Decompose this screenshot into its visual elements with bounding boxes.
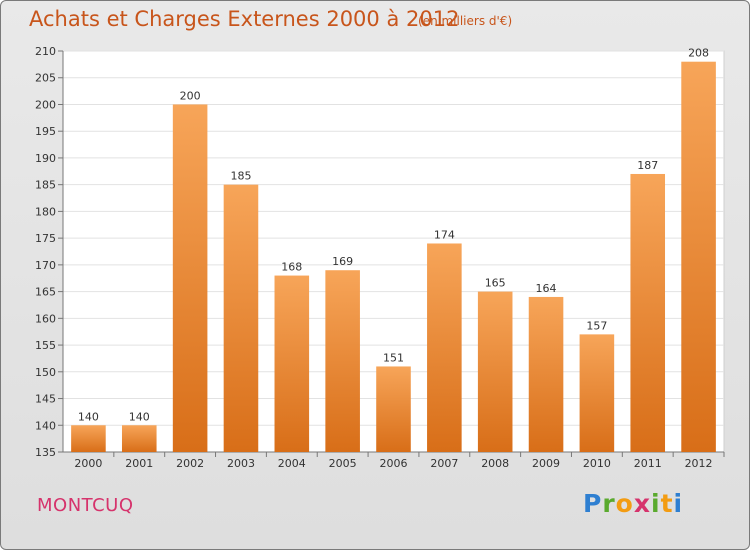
y-tick-label: 195 [35, 125, 56, 138]
data-label-2005: 169 [332, 255, 353, 268]
logo-letter: o [615, 489, 634, 518]
y-tick-label: 160 [35, 312, 56, 325]
x-tick-label: 2011 [634, 457, 662, 470]
y-tick-label: 205 [35, 72, 56, 85]
data-label-2009: 164 [536, 282, 557, 295]
x-tick-label: 2012 [685, 457, 713, 470]
logo-letter: i [673, 489, 684, 518]
x-tick-label: 2004 [278, 457, 306, 470]
logo-letter: P [583, 489, 603, 518]
bar-2011 [630, 173, 666, 452]
chart-title: Achats et Charges Externes 2000 à 2012 [29, 7, 460, 31]
x-tick-label: 2002 [176, 457, 204, 470]
bar-2006 [376, 366, 411, 452]
x-tick-label: 2000 [74, 457, 102, 470]
bar-2000 [71, 425, 106, 452]
bar-2004 [274, 275, 310, 452]
x-tick-label: 2007 [430, 457, 458, 470]
data-label-2000: 140 [78, 410, 99, 423]
y-tick-label: 170 [35, 259, 56, 272]
data-label-2011: 187 [637, 159, 658, 172]
bar-2005 [325, 270, 360, 452]
logo-letter: r [602, 489, 616, 518]
y-tick-label: 140 [35, 419, 56, 432]
y-tick-label: 210 [35, 45, 56, 58]
y-tick-label: 155 [35, 339, 56, 352]
bar-2010 [579, 334, 615, 452]
x-tick-label: 2005 [329, 457, 357, 470]
x-tick-label: 2010 [583, 457, 611, 470]
commune-name: MONTCUQ [37, 495, 134, 516]
y-tick-label: 175 [35, 232, 56, 245]
bar-2003 [223, 184, 259, 452]
data-label-2012: 208 [688, 47, 709, 60]
y-tick-label: 190 [35, 152, 56, 165]
y-tick-label: 200 [35, 98, 56, 111]
data-label-2001: 140 [129, 410, 150, 423]
x-tick-label: 2009 [532, 457, 560, 470]
logo-letter: i [651, 489, 661, 518]
data-label-2006: 151 [383, 351, 404, 364]
bar-2008 [477, 291, 513, 452]
y-tick-label: 180 [35, 205, 56, 218]
data-label-2004: 168 [281, 261, 302, 274]
chart-subtitle: (en milliers d'€) [418, 14, 513, 28]
x-tick-label: 2008 [481, 457, 509, 470]
data-label-2008: 165 [485, 277, 506, 290]
data-label-2007: 174 [434, 228, 455, 241]
data-label-2003: 185 [230, 170, 251, 183]
y-tick-label: 185 [35, 179, 56, 192]
y-tick-label: 150 [35, 366, 56, 379]
bar-2012 [681, 61, 716, 453]
bar-2002 [172, 104, 208, 452]
bar-2009 [528, 296, 564, 452]
data-label-2010: 157 [586, 319, 607, 332]
y-tick-label: 135 [35, 446, 56, 459]
bar-2007 [427, 243, 462, 452]
y-tick-label: 145 [35, 393, 56, 406]
data-label-2002: 200 [180, 89, 201, 102]
logo-letter: t [660, 489, 674, 518]
logo-letter: x [633, 489, 651, 518]
x-tick-label: 2001 [125, 457, 153, 470]
bar-2001 [121, 425, 157, 452]
x-tick-label: 2003 [227, 457, 255, 470]
x-tick-label: 2006 [380, 457, 408, 470]
proxiti-logo: Proxiti [583, 489, 683, 518]
y-tick-label: 165 [35, 286, 56, 299]
